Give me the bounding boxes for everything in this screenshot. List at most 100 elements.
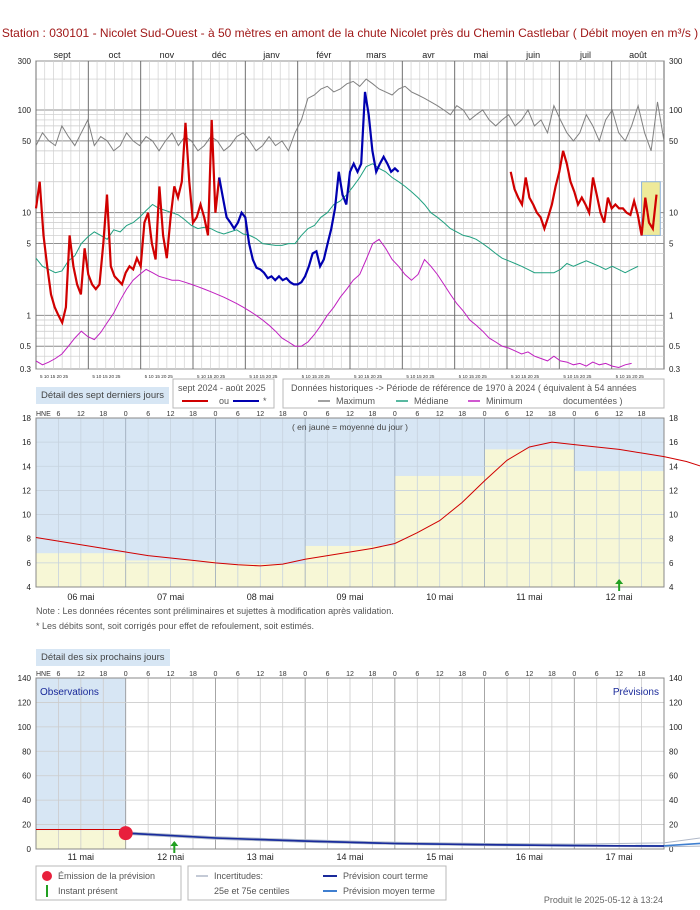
- hour-tick-label: 0: [303, 411, 307, 418]
- y-tick-label-left: 12: [22, 486, 31, 495]
- y-tick-label-left: 18: [22, 414, 31, 423]
- hour-tick-label: 12: [615, 411, 623, 418]
- hour-tick-label: 6: [56, 671, 60, 678]
- day-tick-label: 5 10 15 20 25: [302, 374, 331, 379]
- y-tick-label-right: 100: [669, 723, 683, 732]
- legend-forecast-box: [187, 865, 447, 901]
- seven-day-chart: HNE 6 12 18 0 6 12 18 0 6 12 18 0 6 12 18 0 6 12 18 0 6 12 18 0 6…: [22, 411, 700, 602]
- y-tick-label-right: 300: [669, 57, 683, 66]
- y-tick-label-left: 16: [22, 438, 31, 447]
- hour-tick-label: 6: [236, 411, 240, 418]
- day-tick-label: 5 10 15 20 25: [92, 374, 121, 379]
- hour-tick-label: 6: [415, 671, 419, 678]
- y-tick-label-right: 80: [669, 747, 678, 756]
- legend-medium-label: Prévision moyen terme: [343, 886, 435, 896]
- present-marker-head: [615, 579, 624, 584]
- y-tick-label-left: 40: [22, 796, 31, 805]
- month-label: avr: [422, 50, 435, 60]
- legend-or-label: ou: [219, 396, 229, 406]
- hour-tick-label: 12: [436, 411, 444, 418]
- hour-tick-label: 18: [638, 671, 646, 678]
- month-label: mars: [366, 50, 386, 60]
- month-label: févr: [316, 50, 331, 60]
- tab-six-days[interactable]: Détail des six prochains jours: [36, 649, 170, 666]
- day-tick-label: 5 10 15 20 25: [40, 374, 69, 379]
- plot-border: [35, 677, 665, 850]
- hour-tick-label: 12: [436, 671, 444, 678]
- hour-tick-label: 0: [393, 671, 397, 678]
- emission-marker: [118, 826, 133, 841]
- y-tick-label-right: 6: [669, 559, 674, 568]
- day-label: 16 mai: [516, 852, 543, 862]
- legend-median-label: Médiane: [414, 396, 449, 406]
- legend-year-title: sept 2024 - août 2025: [178, 383, 266, 393]
- day-tick-label: 5 10 15 20 25: [459, 374, 488, 379]
- series-hourly-flow: [35, 441, 700, 567]
- y-tick-label-right: 0: [669, 845, 674, 854]
- chart-note: ( en jaune = moyenne du jour ): [292, 422, 408, 432]
- hour-tick-label: 6: [505, 671, 509, 678]
- series-mdiane: [35, 163, 639, 274]
- day-label: 15 mai: [426, 852, 453, 862]
- hour-tick-label: 12: [615, 671, 623, 678]
- day-tick-label: 5 10 15 20 25: [406, 374, 435, 379]
- note-corrected: * Les débits sont, soit corrigés pour ef…: [36, 621, 314, 631]
- y-tick-label-right: 8: [669, 535, 674, 544]
- day-label: 08 mai: [247, 592, 274, 602]
- day-label: 11 mai: [68, 852, 94, 862]
- hour-tick-label: 6: [415, 411, 419, 418]
- hour-tick-label: 18: [279, 671, 287, 678]
- hour-tick-label: 0: [124, 671, 128, 678]
- month-label: oct: [108, 50, 121, 60]
- y-tick-label-right: 5: [669, 240, 674, 249]
- hour-tick-label: 6: [326, 671, 330, 678]
- month-label: août: [629, 50, 647, 60]
- hour-tick-label: 6: [326, 411, 330, 418]
- legend-year-box: [172, 378, 275, 409]
- hour-tick-label: 6: [56, 411, 60, 418]
- y-tick-label-right: 16: [669, 438, 678, 447]
- legend-centiles-label: 25e et 75e centiles: [214, 886, 290, 896]
- legend-emission-icon: [42, 871, 52, 881]
- hour-tick-label: 6: [595, 671, 599, 678]
- legend-uncertainty-label: Incertitudes:: [214, 871, 263, 881]
- y-tick-label-left: 10: [22, 209, 31, 218]
- day-label: 09 mai: [336, 592, 363, 602]
- hour-tick-label: 6: [146, 411, 150, 418]
- month-label: juin: [525, 50, 540, 60]
- y-tick-label-left: 0.5: [20, 342, 32, 351]
- y-tick-label-right: 10: [669, 511, 678, 520]
- month-label: mai: [474, 50, 489, 60]
- tab-seven-days[interactable]: Détail des sept derniers jours: [36, 387, 170, 404]
- y-tick-label-left: 50: [22, 137, 31, 146]
- series-uncertainty-upper: [125, 831, 700, 845]
- hour-tick-label: 18: [638, 411, 646, 418]
- day-label: 12 mai: [606, 592, 633, 602]
- day-tick-label: 5 10 15 20 25: [354, 374, 383, 379]
- y-tick-label-left: 60: [22, 772, 31, 781]
- series-observed: [34, 119, 221, 326]
- hour-tick-label: 0: [393, 411, 397, 418]
- y-tick-label-right: 20: [669, 821, 678, 830]
- legend-star-label: *: [263, 396, 267, 406]
- y-tick-label-right: 18: [669, 414, 678, 423]
- series-maximum: [35, 78, 665, 152]
- y-tick-label-left: 0: [27, 845, 32, 854]
- hne-label: HNE: [36, 671, 51, 678]
- y-tick-label-left: 100: [18, 106, 32, 115]
- y-tick-label-left: 100: [18, 723, 32, 732]
- day-tick-label: 5 10 15 20 25: [197, 374, 226, 379]
- hour-tick-label: 18: [189, 411, 197, 418]
- month-label: déc: [212, 50, 227, 60]
- hour-tick-label: 12: [77, 671, 85, 678]
- legend-short-label: Prévision court terme: [343, 871, 428, 881]
- day-tick-label: 5 10 15 20 25: [616, 374, 645, 379]
- hne-label: HNE: [36, 411, 51, 418]
- y-tick-label-left: 14: [22, 462, 31, 471]
- series-observed: [509, 150, 658, 236]
- hour-tick-label: 0: [124, 411, 128, 418]
- hour-tick-label: 6: [505, 411, 509, 418]
- month-label: nov: [160, 50, 175, 60]
- note-preliminary: Note : Les données récentes sont prélimi…: [36, 606, 394, 616]
